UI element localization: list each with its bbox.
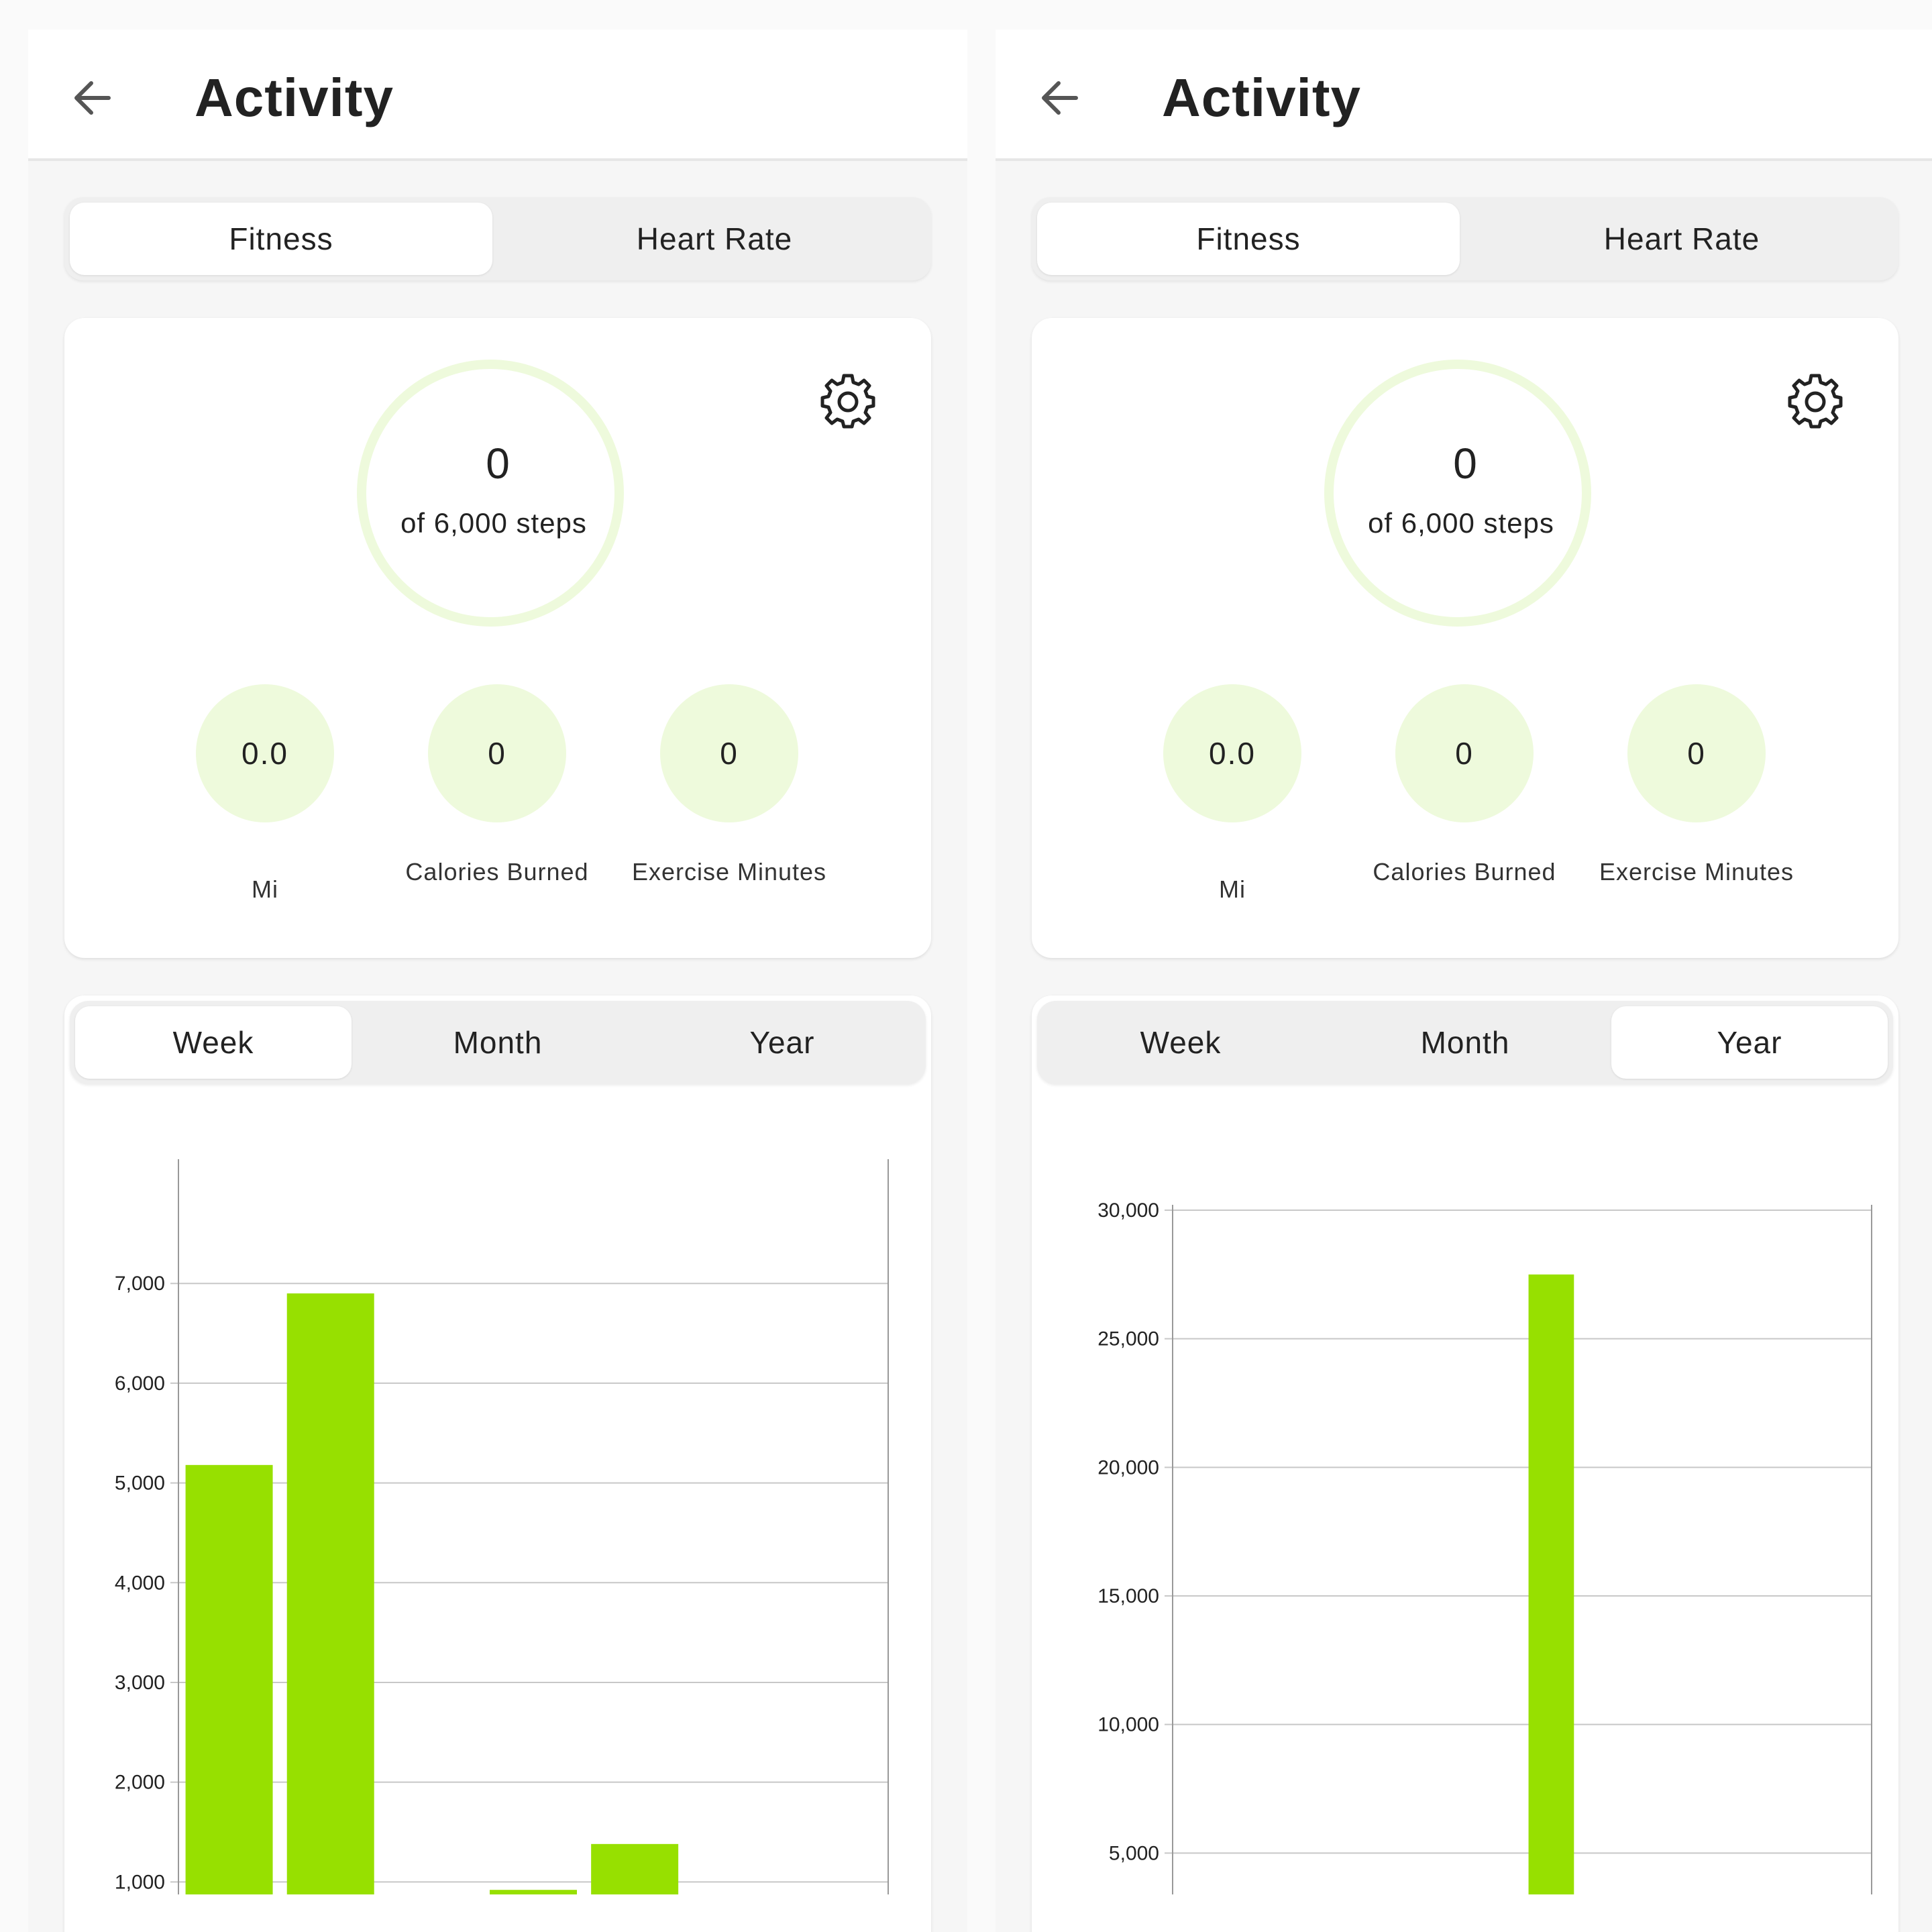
- calories-label: Calories Burned: [1373, 858, 1556, 885]
- bar-thu: [591, 1843, 679, 1894]
- page-title: Activity: [1162, 68, 1361, 127]
- distance-label: Mi: [252, 875, 278, 903]
- arrow-left-icon[interactable]: [1036, 74, 1084, 122]
- tab-heart-rate[interactable]: Heart Rate: [636, 221, 793, 256]
- bar-sun: [185, 1464, 273, 1894]
- distance-label: Mi: [1219, 875, 1246, 903]
- steps-progress-ring: [357, 360, 624, 627]
- distance-metric: 0.0: [196, 684, 334, 822]
- tab-week[interactable]: Week: [75, 1006, 352, 1079]
- range-tabs: Week Month Year: [70, 1001, 926, 1084]
- calories-metric: 0: [1395, 684, 1534, 822]
- gear-icon[interactable]: [818, 370, 877, 429]
- fitness-summary-card: 0 of 6,000 steps 0.0 0 0 Mi Calories Bur…: [1032, 318, 1898, 958]
- tab-fitness[interactable]: Fitness: [70, 203, 492, 275]
- exercise-minutes-label: Exercise Minutes: [631, 858, 827, 885]
- fitness-heart-rate-tabs: Fitness Heart Rate: [64, 197, 931, 280]
- y-tick-label: 30,000: [1097, 1199, 1159, 1222]
- arrow-left-icon[interactable]: [68, 74, 117, 122]
- y-tick-label: 10,000: [1097, 1714, 1159, 1736]
- activity-panel-year: Activity Fitness Heart Rate 0 of 6,000 s…: [996, 30, 1932, 1932]
- tab-month[interactable]: Month: [1420, 1025, 1510, 1060]
- distance-metric: 0.0: [1163, 684, 1301, 822]
- steps-count: 0: [1453, 439, 1477, 488]
- y-tick-label: 6,000: [115, 1373, 165, 1395]
- bar-wed: [490, 1890, 577, 1894]
- tab-month[interactable]: Month: [453, 1025, 543, 1060]
- steps-goal-label: of 6,000 steps: [400, 507, 587, 539]
- tab-week[interactable]: Week: [1140, 1025, 1222, 1060]
- tab-year[interactable]: Year: [749, 1025, 815, 1060]
- exercise-minutes-label: Exercise Minutes: [1599, 858, 1794, 885]
- y-tick-label: 5,000: [115, 1472, 165, 1495]
- exercise-minutes-metric: 0: [1627, 684, 1766, 822]
- fitness-summary-card: 0 of 6,000 steps 0.0 0 0 Mi Calories Bur…: [64, 318, 931, 958]
- gear-icon[interactable]: [1786, 370, 1845, 429]
- yearly-steps-chart: 05,00010,00015,00020,00025,00030,000DecF…: [1097, 1199, 1872, 1894]
- tab-heart-rate[interactable]: Heart Rate: [1603, 221, 1760, 256]
- y-tick-label: 2,000: [115, 1772, 165, 1794]
- tab-year[interactable]: Year: [1611, 1006, 1888, 1079]
- y-tick-label: 20,000: [1097, 1456, 1159, 1479]
- weekly-steps-chart: 01,0002,0003,0004,0005,0006,0007,000SunM…: [115, 1159, 889, 1894]
- steps-goal-label: of 6,000 steps: [1368, 507, 1554, 539]
- y-tick-label: 4,000: [115, 1572, 165, 1594]
- y-tick-label: 15,000: [1097, 1585, 1159, 1607]
- activity-panel-week: Activity Fitness Heart Rate 0 of 6,000 s…: [28, 30, 967, 1932]
- steps-chart-card: Week Month Year 01,0002,0003,0004,0005,0…: [64, 996, 931, 1932]
- app-header: Activity: [996, 30, 1932, 161]
- page-title: Activity: [195, 68, 394, 127]
- app-header: Activity: [28, 30, 967, 161]
- range-tabs: Week Month Year: [1037, 1001, 1893, 1084]
- y-tick-label: 1,000: [115, 1871, 165, 1893]
- steps-progress-ring: [1324, 360, 1591, 627]
- bar-mon: [286, 1293, 374, 1894]
- y-tick-label: 5,000: [1109, 1842, 1159, 1864]
- bar-jun: [1528, 1274, 1574, 1894]
- y-tick-label: 7,000: [115, 1273, 165, 1295]
- calories-metric: 0: [428, 684, 566, 822]
- steps-count: 0: [486, 439, 510, 488]
- steps-chart-card: Week Month Year 05,00010,00015,00020,000…: [1032, 996, 1898, 1932]
- y-tick-label: 3,000: [115, 1672, 165, 1694]
- fitness-heart-rate-tabs: Fitness Heart Rate: [1032, 197, 1898, 280]
- exercise-minutes-metric: 0: [660, 684, 798, 822]
- y-tick-label: 25,000: [1097, 1328, 1159, 1350]
- tab-fitness[interactable]: Fitness: [1037, 203, 1460, 275]
- calories-label: Calories Burned: [405, 858, 589, 885]
